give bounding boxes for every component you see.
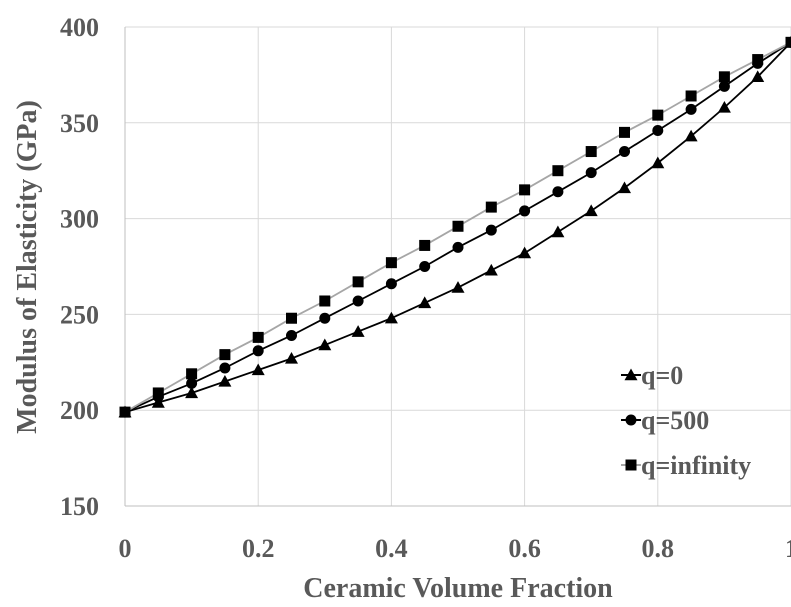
x-tick-label: 0.8 <box>642 534 675 563</box>
data-point <box>518 246 532 259</box>
data-point <box>352 295 364 307</box>
data-point <box>451 281 465 293</box>
data-point <box>751 70 765 83</box>
data-point <box>385 278 397 290</box>
data-point <box>252 345 264 357</box>
legend-label: q=infinity <box>641 451 751 480</box>
series-0 <box>118 35 791 418</box>
data-point <box>119 406 131 418</box>
data-point <box>652 109 664 121</box>
data-point <box>485 224 497 236</box>
data-point <box>251 363 265 376</box>
x-tick-label: 1 <box>785 534 791 563</box>
data-point <box>652 124 664 136</box>
data-point <box>519 184 531 196</box>
data-point <box>452 220 464 232</box>
axes <box>124 27 791 507</box>
data-point <box>319 295 331 307</box>
data-point <box>385 257 397 269</box>
y-tick-label: 200 <box>60 396 99 425</box>
x-tick-label: 0.4 <box>375 534 408 563</box>
data-point <box>718 80 730 92</box>
data-point <box>685 90 697 102</box>
data-point <box>186 368 198 380</box>
data-point <box>585 146 597 158</box>
data-point <box>252 331 264 343</box>
data-point <box>552 186 564 198</box>
legend: q=0 q=500 q=infinity <box>621 361 751 480</box>
data-point <box>651 156 665 169</box>
data-point <box>319 312 331 324</box>
data-point <box>551 225 565 238</box>
data-point <box>185 386 199 399</box>
data-point <box>219 362 231 374</box>
legend-marker <box>625 459 637 471</box>
data-point <box>186 377 198 389</box>
data-point <box>485 201 497 213</box>
series-2 <box>119 36 791 418</box>
data-point <box>286 312 297 324</box>
x-axis-title: Ceramic Volume Fraction <box>303 573 613 604</box>
data-point <box>552 165 564 177</box>
legend-marker <box>624 368 638 381</box>
series-group <box>118 35 791 418</box>
data-point <box>618 181 631 194</box>
data-point <box>717 100 731 113</box>
y-tick-label: 400 <box>60 13 99 42</box>
data-point <box>684 129 698 142</box>
data-point <box>152 387 164 399</box>
data-point <box>286 329 297 341</box>
y-tick-label: 250 <box>60 300 99 329</box>
data-point <box>452 241 464 253</box>
x-tick-label: 0.6 <box>508 534 541 563</box>
data-point <box>484 263 498 276</box>
data-point <box>351 325 365 337</box>
data-point <box>418 296 432 309</box>
legend-marker <box>625 414 637 426</box>
data-point <box>752 54 764 66</box>
data-point <box>285 351 298 364</box>
data-point <box>685 103 697 115</box>
data-point <box>585 167 597 179</box>
data-point <box>419 261 431 272</box>
data-point <box>352 276 364 288</box>
data-point <box>519 205 531 217</box>
y-tick-label: 350 <box>60 109 99 138</box>
data-point <box>718 71 730 83</box>
data-point <box>785 36 791 48</box>
legend-item: q=500 <box>621 406 709 435</box>
data-point <box>219 349 231 361</box>
x-tick-label: 0 <box>119 534 132 563</box>
y-tick-label: 150 <box>60 492 99 521</box>
legend-item: q=infinity <box>621 451 751 480</box>
data-point <box>619 146 630 158</box>
legend-item: q=0 <box>621 361 683 390</box>
data-point <box>384 311 398 324</box>
data-point <box>619 126 630 138</box>
data-point <box>419 239 431 251</box>
legend-label: q=0 <box>641 361 683 390</box>
data-point <box>318 338 332 351</box>
y-tick-label: 300 <box>60 205 99 234</box>
data-point <box>584 204 598 217</box>
x-tick-label: 0.2 <box>242 534 275 563</box>
y-axis-title: Modulus of Elasticity (GPa) <box>12 100 43 434</box>
tick-labels: 150 200 250 300 350 400 0 0.2 0.4 0.6 0.8 1 <box>60 13 791 563</box>
legend-label: q=500 <box>641 406 709 435</box>
data-point <box>218 374 232 387</box>
